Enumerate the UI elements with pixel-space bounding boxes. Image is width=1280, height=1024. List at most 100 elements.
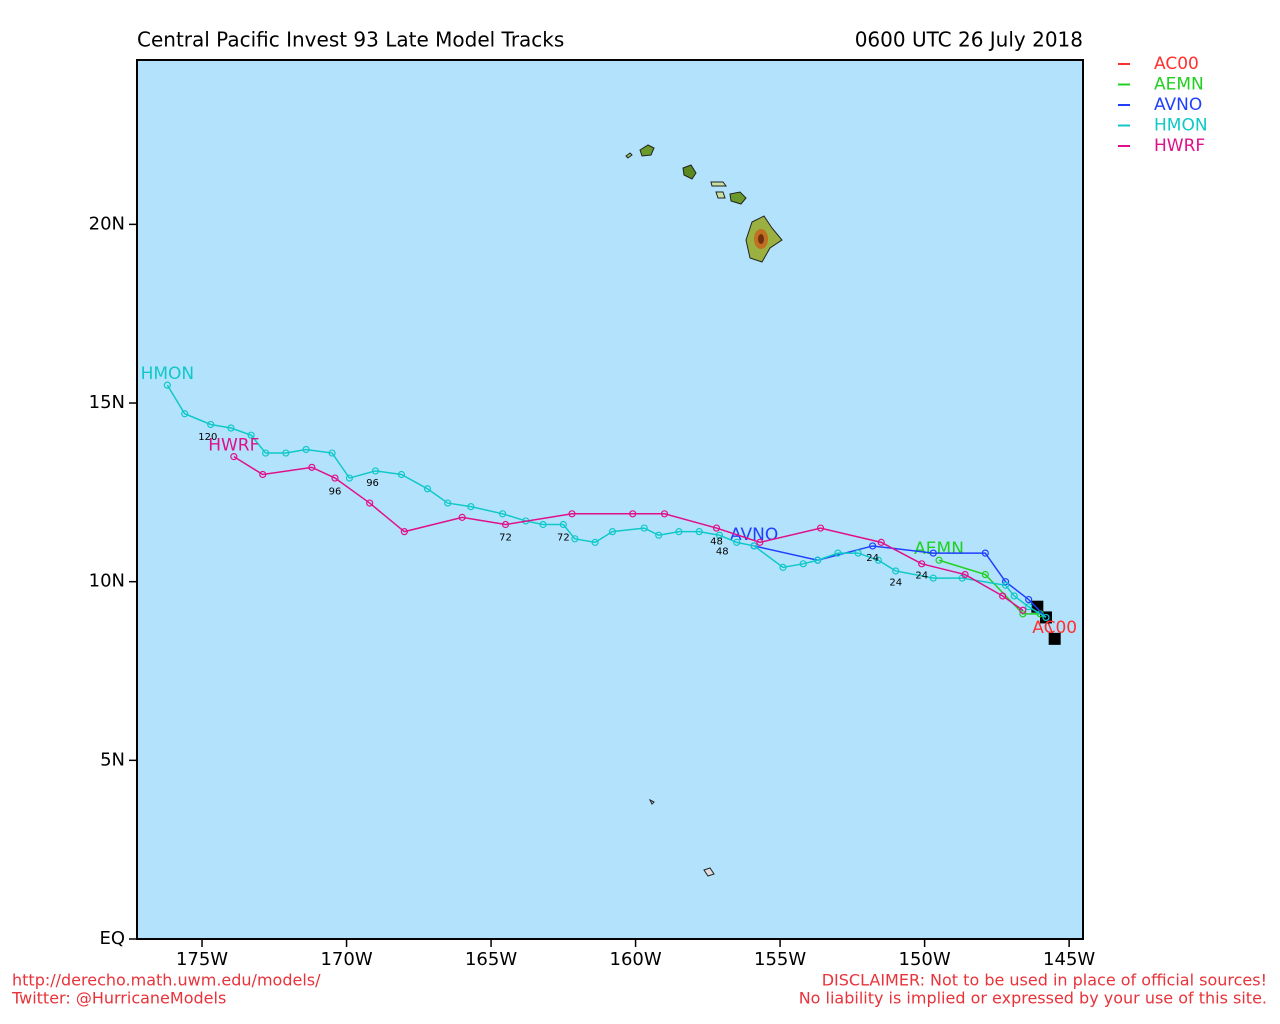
chart-title: Central Pacific Invest 93 Late Model Tra…	[137, 28, 564, 52]
track-point	[655, 531, 663, 539]
x-tick-label: 170W	[320, 949, 372, 970]
track-point	[854, 549, 862, 557]
track-point	[423, 485, 432, 493]
track-point	[750, 542, 758, 550]
track-point	[539, 520, 547, 529]
track-point	[444, 499, 452, 507]
forecast-hour: 120	[198, 432, 217, 443]
forecast-hour: 96	[366, 478, 379, 489]
track-point	[458, 513, 466, 521]
track-point	[712, 524, 721, 532]
legend-label: AC00	[1154, 54, 1199, 74]
x-tick-label: 175W	[176, 949, 228, 970]
track-point	[371, 467, 380, 475]
track-point	[918, 560, 926, 568]
track-point	[227, 424, 235, 432]
track-point	[467, 503, 475, 511]
forecast-hour: 24	[866, 553, 879, 564]
track-label: AC00	[1032, 618, 1077, 638]
track-point	[1019, 610, 1027, 618]
forecast-hour: 48	[716, 546, 729, 557]
track-point	[1001, 581, 1010, 589]
track-label: HMON	[141, 364, 195, 384]
track-point	[568, 510, 576, 518]
track-point	[331, 474, 339, 482]
track-point	[1025, 595, 1033, 604]
track-point	[779, 563, 787, 571]
track-point	[675, 528, 683, 536]
track-point	[1010, 592, 1018, 600]
legend-label: AEMN	[1154, 75, 1204, 95]
track-point	[308, 463, 316, 471]
chart-subtitle: 0600 UTC 26 July 2018	[855, 28, 1083, 52]
track-point	[328, 449, 336, 457]
forecast-hour: 48	[710, 537, 723, 548]
track-point	[366, 499, 374, 507]
track-point	[181, 410, 189, 418]
track-point	[1025, 603, 1033, 611]
track-point	[345, 474, 354, 482]
track-point	[629, 510, 637, 518]
forecast-hour: 24	[915, 571, 928, 582]
legend-label: HMON	[1154, 116, 1208, 136]
track-point	[499, 510, 507, 518]
track-point	[733, 538, 741, 546]
x-tick-label: 145W	[1043, 949, 1095, 970]
track-point	[868, 542, 877, 550]
track-point	[230, 453, 238, 461]
track-point	[559, 520, 567, 529]
plot-frame	[136, 59, 1084, 940]
track-point	[961, 570, 969, 579]
track-point	[1019, 606, 1027, 614]
track-point	[756, 538, 764, 546]
track-point	[929, 549, 937, 557]
track-point	[397, 470, 406, 479]
track-point	[892, 567, 900, 575]
track-point	[695, 528, 703, 536]
track-point	[608, 528, 617, 536]
forecast-hour: 72	[499, 533, 512, 544]
forecast-hour: 24	[889, 577, 902, 588]
y-tick-label: 20N	[89, 213, 125, 234]
x-tick-label: 150W	[899, 949, 951, 970]
track-point	[929, 574, 937, 582]
track-label: HWRF	[208, 436, 259, 456]
y-tick-label: 5N	[100, 749, 125, 770]
track-point	[816, 524, 825, 532]
x-tick-label: 155W	[754, 949, 806, 970]
y-tick-label: 15N	[89, 392, 125, 413]
x-tick-label: 165W	[465, 949, 517, 970]
track-point	[247, 431, 255, 439]
disclaimer: No liability is implied or expressed by …	[799, 989, 1267, 1008]
track-point	[877, 538, 885, 546]
track	[753, 545, 1047, 618]
track-point	[660, 510, 669, 518]
ocean	[137, 60, 1083, 939]
track-point	[571, 535, 579, 543]
track-point	[981, 549, 989, 557]
islands	[625, 144, 783, 877]
track-point	[591, 538, 599, 546]
track-point	[1042, 613, 1050, 622]
legend-label: AVNO	[1154, 95, 1202, 115]
forecast-hour: 72	[557, 533, 570, 544]
x-tick-label: 160W	[610, 949, 662, 970]
forecast-hour: 96	[329, 486, 342, 497]
footer-link: http://derecho.math.uwm.edu/models/	[12, 971, 321, 990]
track-point	[981, 570, 989, 579]
track-point	[715, 531, 723, 539]
y-tick-label: 10N	[89, 571, 125, 592]
legend-label: HWRF	[1154, 136, 1205, 156]
track-point	[207, 420, 215, 429]
track-point	[400, 528, 408, 536]
track-point	[999, 592, 1007, 600]
track-point	[501, 520, 510, 529]
track-point	[302, 445, 310, 454]
track-point	[259, 470, 267, 479]
track-point	[640, 524, 648, 532]
track-label: AVNO	[730, 525, 778, 545]
track	[938, 559, 1041, 615]
y-tick-label: EQ	[99, 928, 125, 949]
track-point	[163, 381, 171, 389]
